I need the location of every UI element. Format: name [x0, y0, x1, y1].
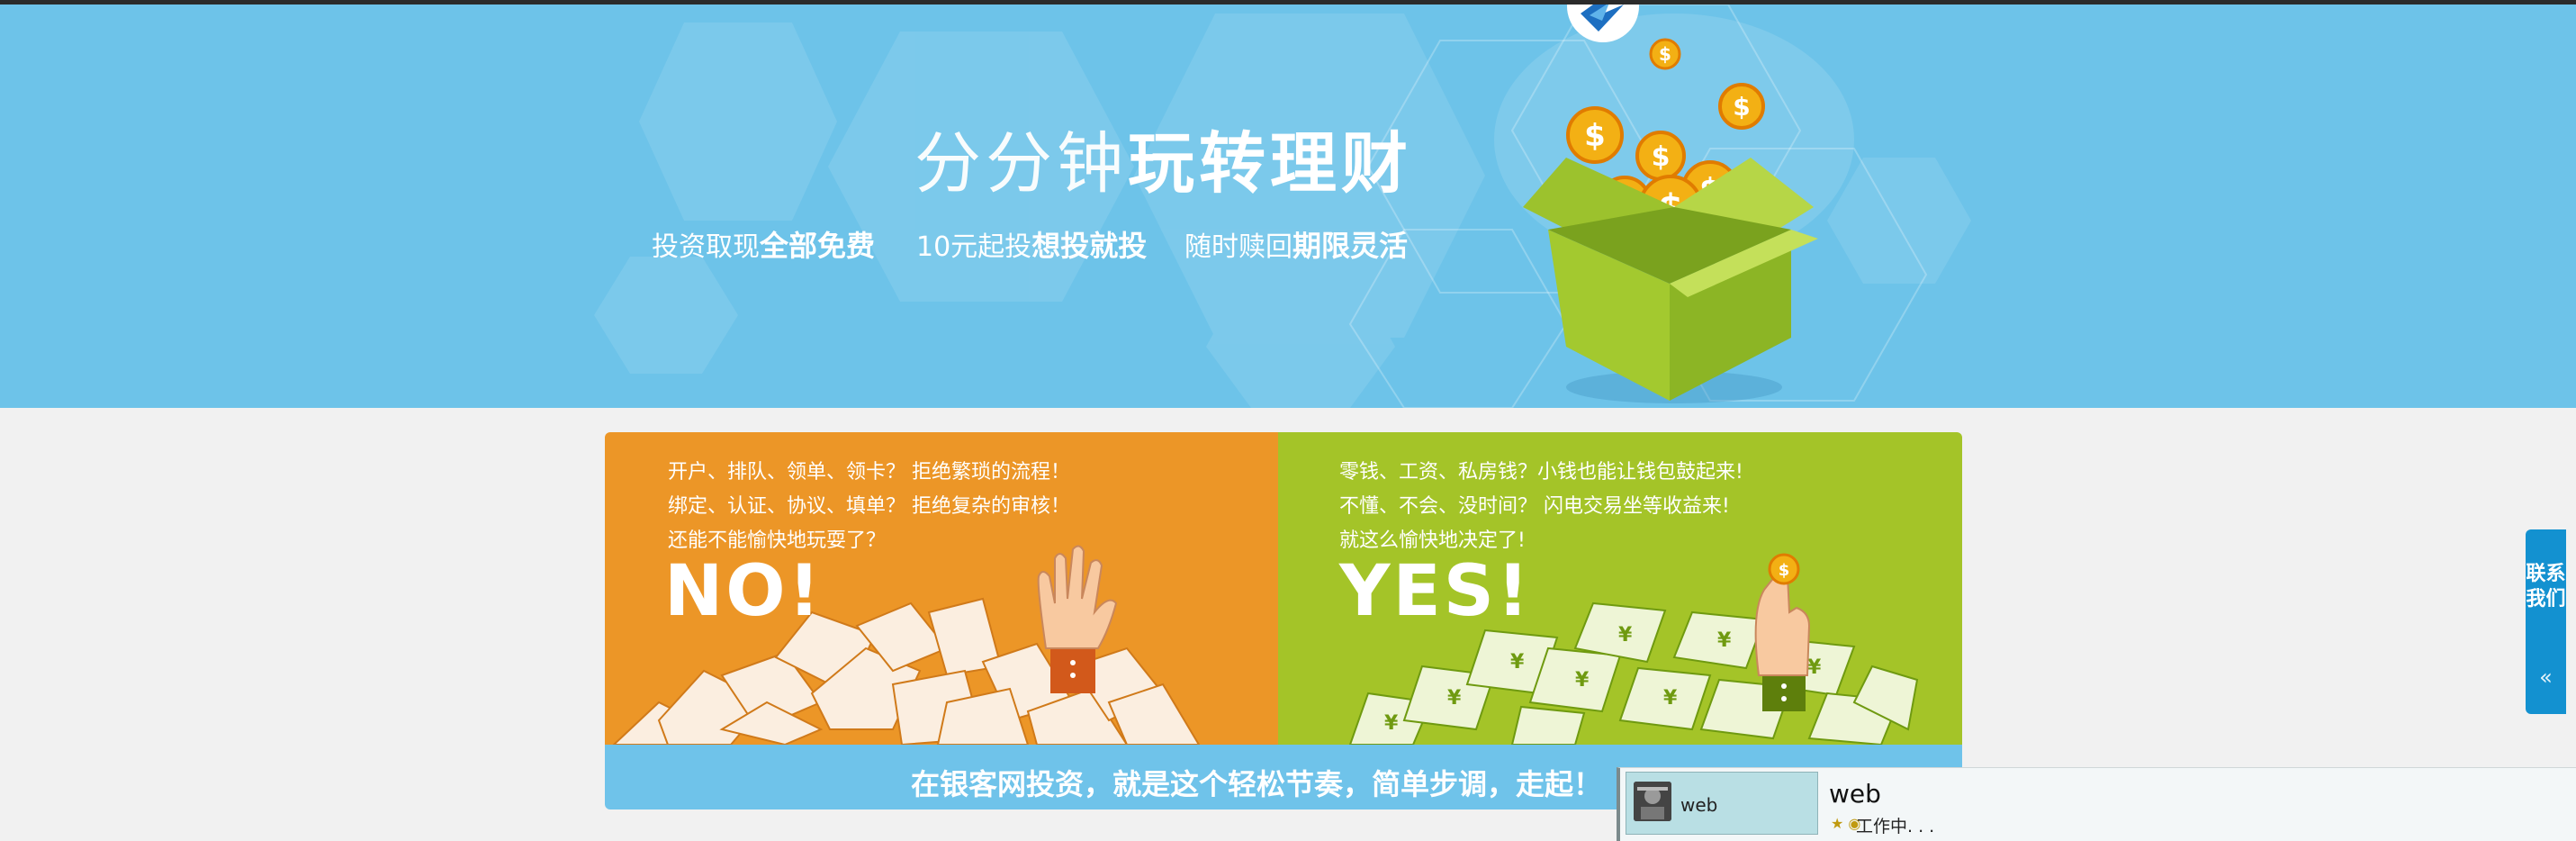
yes-panel-text: 零钱、工资、私房钱？小钱也能让钱包鼓起来! 不懂、不会、没时间？ 闪电交易坐等收…	[1339, 456, 1743, 558]
yuan-symbol: ¥	[1717, 629, 1732, 652]
logo-bird-icon	[1567, 5, 1639, 42]
coin-symbol: $	[1652, 141, 1671, 173]
yes-heading: YES!	[1339, 551, 1532, 632]
slogan-text: 在银客网投资，就是这个轻松节奏，简单步调，走起！	[911, 767, 1603, 801]
yuan-symbol: ¥	[1510, 651, 1525, 674]
no-panel-line-2: 绑定、认证、协议、填单？ 拒绝复杂的审核！	[668, 495, 1070, 518]
yuan-symbol: ¥	[1447, 687, 1462, 710]
hero-title-light: 分分钟	[914, 125, 1128, 203]
hero-feature-fees-highlight: 全部免费	[760, 229, 876, 263]
hero-feature-minimum-label: 10元起投	[916, 231, 1032, 263]
expand-arrow-icon: «	[2539, 665, 2553, 690]
yuan-symbol: ¥	[1807, 656, 1822, 679]
waving-hand-icon	[1037, 545, 1118, 693]
hero-feature-redeem-label: 随时赎回	[1184, 231, 1293, 263]
coin-symbol: $	[1584, 118, 1606, 154]
app-avatar-icon	[1634, 782, 1671, 821]
hand-holding-coin-icon: $	[1754, 553, 1811, 711]
hero-feature-redeem: 随时赎回期限灵活	[1184, 231, 1408, 261]
yuan-symbol: ¥	[1663, 687, 1678, 710]
no-panel: 开户、排队、领单、领卡？ 拒绝繁琐的流程！ 绑定、认证、协议、填单？ 拒绝复杂的…	[605, 432, 1278, 745]
no-panel-line-3: 还能不能愉快地玩耍了？	[668, 529, 887, 552]
hero-title: 分分钟玩转理财	[914, 131, 1412, 197]
no-panel-line-1: 开户、排队、领单、领卡？ 拒绝繁琐的流程！	[668, 461, 1070, 484]
yes-panel-line-2: 不懂、不会、没时间？ 闪电交易坐等收益来!	[1339, 495, 1730, 518]
coin-symbol: $	[1733, 92, 1750, 122]
taskbar-item-web[interactable]: web	[1626, 772, 1818, 835]
coin-gift-box-illustration: $ $ $ $ $ $ $	[1523, 38, 1818, 403]
yuan-symbol: ¥	[1618, 624, 1633, 647]
status-star-icon: ★ ◉	[1831, 815, 1861, 832]
coin-icon: $	[1566, 106, 1624, 164]
coin-symbol: $	[1779, 561, 1790, 580]
yuan-symbol: ¥	[1384, 712, 1399, 735]
contact-us-label: 联系我们	[2526, 563, 2566, 610]
taskbar-item-label: web	[1680, 794, 1718, 816]
hero-feature-fees: 投资取现全部免费	[652, 231, 875, 261]
hero-banner: 分分钟玩转理财 投资取现全部免费 10元起投想投就投 随时赎回期限灵活 $ $ …	[0, 5, 2576, 408]
yes-panel-line-3: 就这么愉快地决定了!	[1339, 529, 1526, 552]
hero-title-bold: 玩转理财	[1128, 125, 1412, 203]
no-heading: NO!	[664, 551, 824, 632]
hero-feature-fees-label: 投资取现	[652, 231, 760, 263]
taskbar-preview-popup: web web ★ ◉ 工作中. . .	[1617, 767, 2576, 841]
top-bar	[0, 0, 2576, 5]
hero-feature-minimum: 10元起投想投就投	[916, 231, 1147, 261]
paper-pile-illustration	[612, 545, 1201, 745]
yuan-symbol: ¥	[1575, 669, 1590, 692]
money-pile-illustration: ¥ ¥ ¥ ¥ ¥ ¥ ¥ ¥ $	[1348, 553, 1919, 745]
contact-us-tab[interactable]: 联系我们 «	[2526, 529, 2566, 714]
hero-feature-redeem-highlight: 期限灵活	[1293, 229, 1409, 263]
hero-feature-minimum-highlight: 想投就投	[1031, 229, 1148, 263]
yes-panel: ¥ ¥ ¥ ¥ ¥ ¥ ¥ ¥ $ 零钱、工资、私房钱？小钱也能让钱包鼓起来! …	[1278, 432, 1962, 745]
hero-hexagon-background	[594, 5, 1971, 408]
yes-panel-line-1: 零钱、工资、私房钱？小钱也能让钱包鼓起来!	[1339, 461, 1743, 484]
taskbar-preview-title: web	[1829, 779, 1881, 809]
no-panel-text: 开户、排队、领单、领卡？ 拒绝繁琐的流程！ 绑定、认证、协议、填单？ 拒绝复杂的…	[668, 456, 1070, 558]
taskbar-preview-status: 工作中. . .	[1856, 817, 1935, 836]
coin-symbol: $	[1659, 43, 1671, 65]
